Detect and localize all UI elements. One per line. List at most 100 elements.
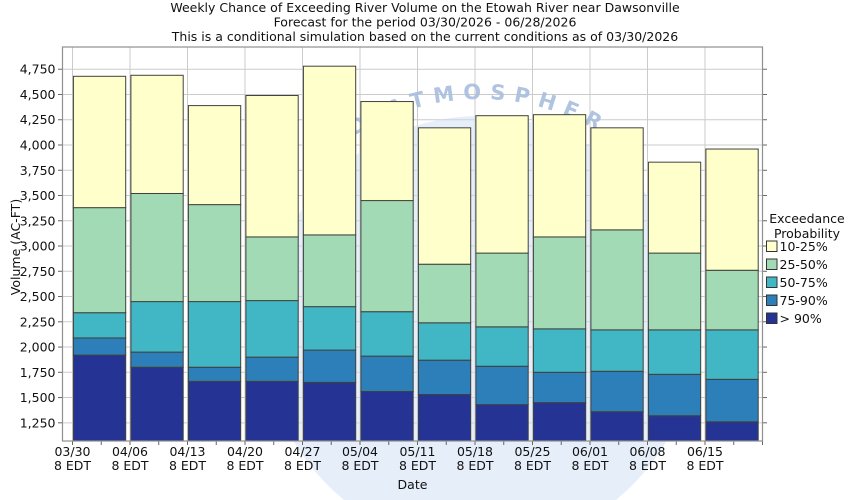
x-tick-label: 05/25	[514, 444, 550, 459]
y-tick-label: 3,000	[20, 239, 56, 254]
bar-segment-04/20-> 90%	[245, 380, 299, 442]
bar-segment-05/18-75-90%	[475, 365, 529, 406]
bar-segment-06/01-50-75%	[590, 329, 644, 372]
x-tick-label: 04/20	[227, 444, 263, 459]
bar-segment-04/13-50-75%	[187, 301, 242, 368]
bar-segment-05/11-> 90%	[417, 394, 472, 442]
bar-segment-06/01-10-25%	[590, 127, 644, 231]
bar-segment-04/06-50-75%	[130, 301, 184, 353]
y-tick-label: 4,000	[20, 137, 56, 152]
bar-segment-04/20-10-25%	[245, 94, 299, 238]
x-tick-label: 03/30	[54, 444, 90, 459]
y-tick-label: 1,500	[20, 390, 56, 405]
bar-segment-04/13-10-25%	[187, 105, 242, 206]
x-tick-sublabel: 8 EDT	[571, 458, 608, 473]
bar-segment-04/06-75-90%	[130, 351, 184, 368]
x-tick-sublabel: 8 EDT	[169, 458, 206, 473]
legend-swatch-25-50%	[766, 258, 778, 270]
x-tick-sublabel: 8 EDT	[284, 458, 321, 473]
y-axis-title: Volume (AC-FT)	[8, 199, 23, 295]
plot-border	[61, 46, 764, 442]
x-tick-label: 04/06	[112, 444, 148, 459]
y-tick-label: 3,500	[20, 188, 56, 203]
bar-segment-03/30-75-90%	[72, 337, 127, 356]
bar-segment-05/18-> 90%	[475, 404, 529, 442]
legend-swatch-50-75%	[766, 276, 778, 288]
bar-segment-06/01-> 90%	[590, 411, 644, 442]
bar-segment-05/18-10-25%	[475, 115, 529, 254]
x-tick-sublabel: 8 EDT	[686, 458, 723, 473]
bar-segment-03/30-50-75%	[72, 312, 127, 339]
bar-segment-06/15-10-25%	[705, 148, 759, 271]
chart-note: This is a conditional simulation based o…	[171, 29, 678, 44]
x-tick-sublabel: 8 EDT	[399, 458, 436, 473]
x-tick-label: 05/04	[342, 444, 378, 459]
bar-segment-05/25-25-50%	[532, 236, 587, 330]
y-tick-label: 4,250	[20, 112, 56, 127]
y-tick-label: 4,500	[20, 87, 56, 102]
y-tick-label: 3,750	[20, 163, 56, 178]
bar-segment-04/20-25-50%	[245, 236, 299, 302]
y-tick-label: 3,250	[20, 213, 56, 228]
bar-segment-04/27-50-75%	[302, 306, 357, 351]
bar-segment-05/04-25-50%	[360, 200, 414, 313]
bar-segment-05/04-50-75%	[360, 311, 414, 357]
x-tick-label: 06/08	[629, 444, 665, 459]
legend-label: > 90%	[780, 311, 822, 326]
bar-segment-03/30-10-25%	[72, 75, 127, 209]
bar-segment-06/08-10-25%	[647, 161, 702, 254]
bar-segment-04/06-10-25%	[130, 74, 184, 194]
legend-swatch-10-25%	[766, 240, 778, 252]
bar-segment-04/13-> 90%	[187, 380, 242, 442]
bar-segment-05/11-10-25%	[417, 127, 472, 265]
y-tick-label: 2,250	[20, 314, 56, 329]
bar-segment-06/15-> 90%	[705, 421, 759, 442]
bar-segment-04/20-50-75%	[245, 300, 299, 358]
legend-label: 25-50%	[780, 257, 828, 272]
bar-segment-05/25-50-75%	[532, 328, 587, 373]
bar-segment-04/13-25-50%	[187, 204, 242, 303]
chart-subtitle: Forecast for the period 03/30/2026 - 06/…	[274, 15, 577, 30]
bar-segment-04/13-75-90%	[187, 366, 242, 382]
x-tick-sublabel: 8 EDT	[629, 458, 666, 473]
x-tick-sublabel: 8 EDT	[226, 458, 263, 473]
x-tick-sublabel: 8 EDT	[514, 458, 551, 473]
bar-segment-05/04-75-90%	[360, 355, 414, 392]
bar-segment-04/06-25-50%	[130, 192, 184, 303]
plot-area: D ATMOSPHER1,2501,5001,7502,0002,2502,50…	[20, 46, 767, 500]
bar-segment-06/08-75-90%	[647, 373, 702, 417]
bar-segment-06/01-75-90%	[590, 370, 644, 413]
bar-segment-05/25-10-25%	[532, 114, 587, 238]
x-tick-label: 04/13	[169, 444, 205, 459]
x-tick-label: 06/01	[572, 444, 608, 459]
bar-segment-04/27-75-90%	[302, 349, 357, 383]
bar-segment-06/08-25-50%	[647, 252, 702, 331]
x-tick-sublabel: 8 EDT	[111, 458, 148, 473]
bar-segment-03/30-25-50%	[72, 207, 127, 314]
bar-segment-03/30-> 90%	[72, 354, 127, 442]
x-axis-title: Date	[398, 477, 428, 492]
bar-segment-05/18-25-50%	[475, 252, 529, 328]
y-tick-label: 2,750	[20, 264, 56, 279]
x-tick-label: 04/27	[284, 444, 320, 459]
bar-segment-05/11-25-50%	[417, 263, 472, 324]
bar-segment-05/04-> 90%	[360, 390, 414, 442]
bar-segment-06/08-> 90%	[647, 415, 702, 442]
x-tick-sublabel: 8 EDT	[456, 458, 493, 473]
bar-segment-05/25-75-90%	[532, 371, 587, 404]
bar-segment-04/27-25-50%	[302, 234, 357, 308]
y-tick-label: 1,250	[20, 415, 56, 430]
bar-segment-06/15-50-75%	[705, 329, 759, 380]
legend-swatch-> 90%	[766, 312, 778, 324]
bar-segment-04/27-> 90%	[302, 381, 357, 442]
bar-segment-05/04-10-25%	[360, 101, 414, 202]
x-tick-label: 06/15	[687, 444, 723, 459]
chart-title: Weekly Chance of Exceeding River Volume …	[170, 0, 680, 15]
bar-segment-06/15-75-90%	[705, 378, 759, 423]
bar-segment-05/18-50-75%	[475, 326, 529, 367]
x-tick-sublabel: 8 EDT	[341, 458, 378, 473]
x-tick-label: 05/11	[399, 444, 435, 459]
legend-label: 50-75%	[780, 275, 828, 290]
